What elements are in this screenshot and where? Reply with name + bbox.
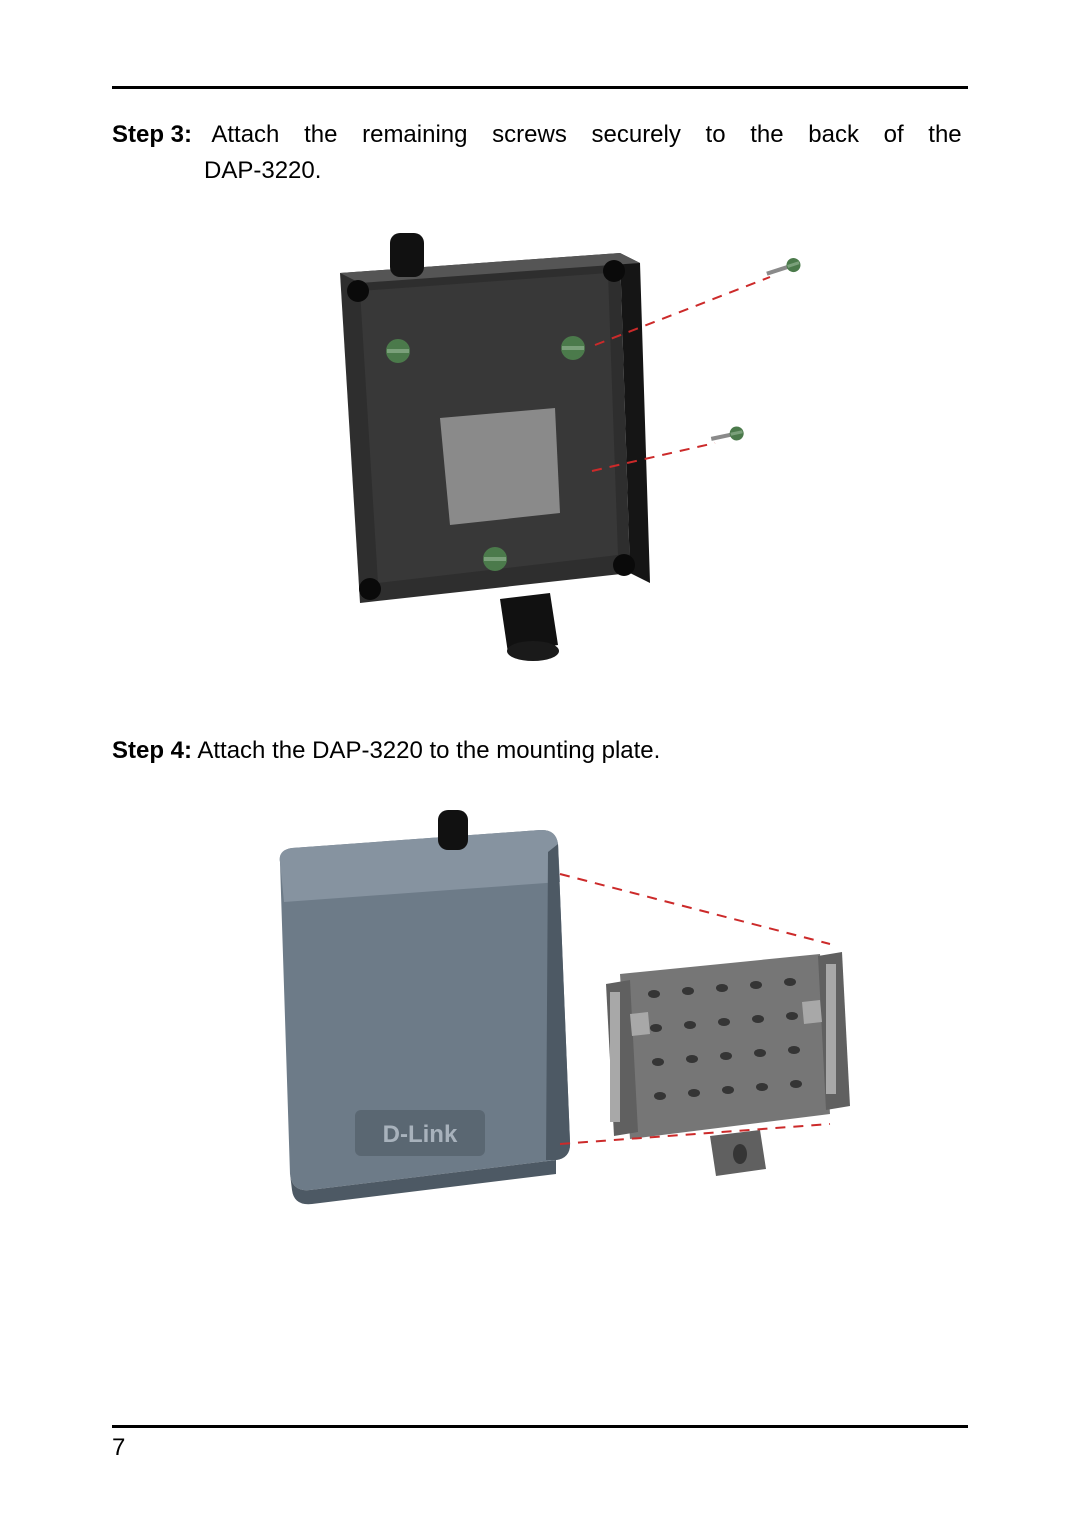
plate-clip-left <box>630 1012 650 1036</box>
cable-gland-cap <box>507 641 559 661</box>
step-3-text-1: Attach the remaining screws securely to … <box>211 121 961 148</box>
corner-boss-tr <box>603 260 625 282</box>
plate-clip-right <box>802 1000 822 1024</box>
step-4-block: Step 4: Attach the DAP-3220 to the mount… <box>112 733 968 769</box>
plate-body <box>620 954 830 1139</box>
step-4-line: Step 4: Attach the DAP-3220 to the mount… <box>112 733 968 769</box>
plate-bottom-slot <box>733 1144 747 1164</box>
screw-installed-1 <box>561 336 585 360</box>
antenna-connector <box>390 233 424 277</box>
step-4-label: Step 4: <box>112 737 192 764</box>
footer: 7 <box>112 1425 968 1462</box>
mounting-plate <box>606 952 850 1176</box>
figure-step-4: D-Link <box>112 799 968 1229</box>
corner-boss-br <box>613 554 635 576</box>
brand-logo-text: D-Link <box>383 1121 458 1148</box>
step-3-block: Step 3: Attach the remaining screws secu… <box>112 117 968 189</box>
bottom-rule <box>112 1425 968 1428</box>
figure-step-3 <box>112 213 968 693</box>
screw-installed-3 <box>386 339 410 363</box>
figure-1-svg <box>260 223 820 683</box>
plate-bracket-left-slot <box>610 992 620 1122</box>
page-number: 7 <box>112 1434 968 1462</box>
plate-bracket-right-slot <box>826 964 836 1094</box>
corner-boss-bl <box>359 578 381 600</box>
antenna-front <box>438 810 468 850</box>
device-front-side <box>546 844 570 1160</box>
document-page: Step 3: Attach the remaining screws secu… <box>0 0 1080 1520</box>
screw-installed-2 <box>483 547 507 571</box>
corner-boss-tl <box>347 280 369 302</box>
step-3-line-1: Step 3: Attach the remaining screws secu… <box>112 117 968 153</box>
step-3-text-2: DAP-3220. <box>112 153 968 189</box>
step-3-label: Step 3: <box>112 121 192 148</box>
step-4-text: Attach the DAP-3220 to the mounting plat… <box>197 737 660 764</box>
top-rule <box>112 86 968 89</box>
figure-2-svg: D-Link <box>210 804 870 1224</box>
label-panel <box>440 408 560 525</box>
